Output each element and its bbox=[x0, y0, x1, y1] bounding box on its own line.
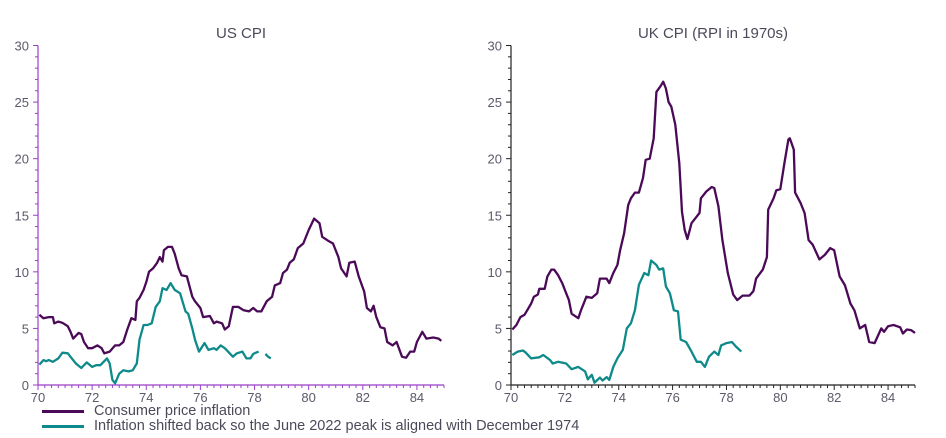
uk-x-tick-label: 74 bbox=[611, 390, 625, 405]
uk-x-tick-label: 78 bbox=[719, 390, 733, 405]
us-y-tick-label: 5 bbox=[22, 321, 29, 336]
us-y-tick-label: 25 bbox=[15, 95, 29, 110]
us-shifted-line bbox=[38, 281, 260, 385]
us-y-tick-label: 10 bbox=[15, 265, 29, 280]
uk-y-tick-label: 0 bbox=[495, 378, 502, 393]
legend-swatch-shifted bbox=[42, 425, 84, 428]
us-x-tick-label: 76 bbox=[193, 390, 207, 405]
uk-y-tick-label: 30 bbox=[488, 39, 502, 54]
legend-label-shifted: Inflation shifted back so the June 2022 … bbox=[94, 418, 580, 434]
us-y-tick-label: 15 bbox=[15, 208, 29, 223]
uk-x-tick-label: 76 bbox=[665, 390, 679, 405]
uk-x-tick-label: 84 bbox=[881, 390, 895, 405]
us-x-tick-label: 82 bbox=[356, 390, 370, 405]
uk-x-tick-label: 80 bbox=[773, 390, 787, 405]
us-x-tick-label: 78 bbox=[247, 390, 261, 405]
uk-y-tick-label: 5 bbox=[495, 321, 502, 336]
legend-label-cpi: Consumer price inflation bbox=[94, 403, 251, 419]
us-x-tick-label: 74 bbox=[139, 390, 153, 405]
uk-y-tick-label: 15 bbox=[488, 208, 502, 223]
legend-item-shifted: Inflation shifted back so the June 2022 … bbox=[42, 419, 579, 434]
us-x-tick-label: 72 bbox=[85, 390, 99, 405]
us-x-tick-label: 70 bbox=[31, 390, 45, 405]
uk-y-tick-label: 20 bbox=[488, 152, 502, 167]
uk-x-tick-label: 72 bbox=[558, 390, 572, 405]
legend-item-cpi: Consumer price inflation bbox=[42, 404, 579, 419]
uk-y-tick-label: 10 bbox=[488, 265, 502, 280]
uk-x-tick-label: 82 bbox=[827, 390, 841, 405]
legend-swatch-cpi bbox=[42, 410, 84, 413]
us-x-tick-label: 84 bbox=[410, 390, 424, 405]
uk-y-tick-label: 25 bbox=[488, 95, 502, 110]
uk-cpi-line bbox=[511, 80, 916, 345]
uk-shifted-line bbox=[511, 259, 743, 384]
legend: Consumer price inflation Inflation shift… bbox=[42, 404, 579, 434]
us-x-tick-label: 80 bbox=[301, 390, 315, 405]
us-y-tick-label: 20 bbox=[15, 152, 29, 167]
us-cpi-line bbox=[38, 217, 443, 359]
uk-chart-title: UK CPI (RPI in 1970s) bbox=[638, 25, 788, 42]
uk-x-tick-label: 70 bbox=[504, 390, 518, 405]
us-y-tick-label: 0 bbox=[22, 378, 29, 393]
us-y-tick-label: 30 bbox=[15, 39, 29, 54]
us-shifted-line bbox=[264, 353, 272, 360]
us-chart-title: US CPI bbox=[216, 25, 266, 42]
